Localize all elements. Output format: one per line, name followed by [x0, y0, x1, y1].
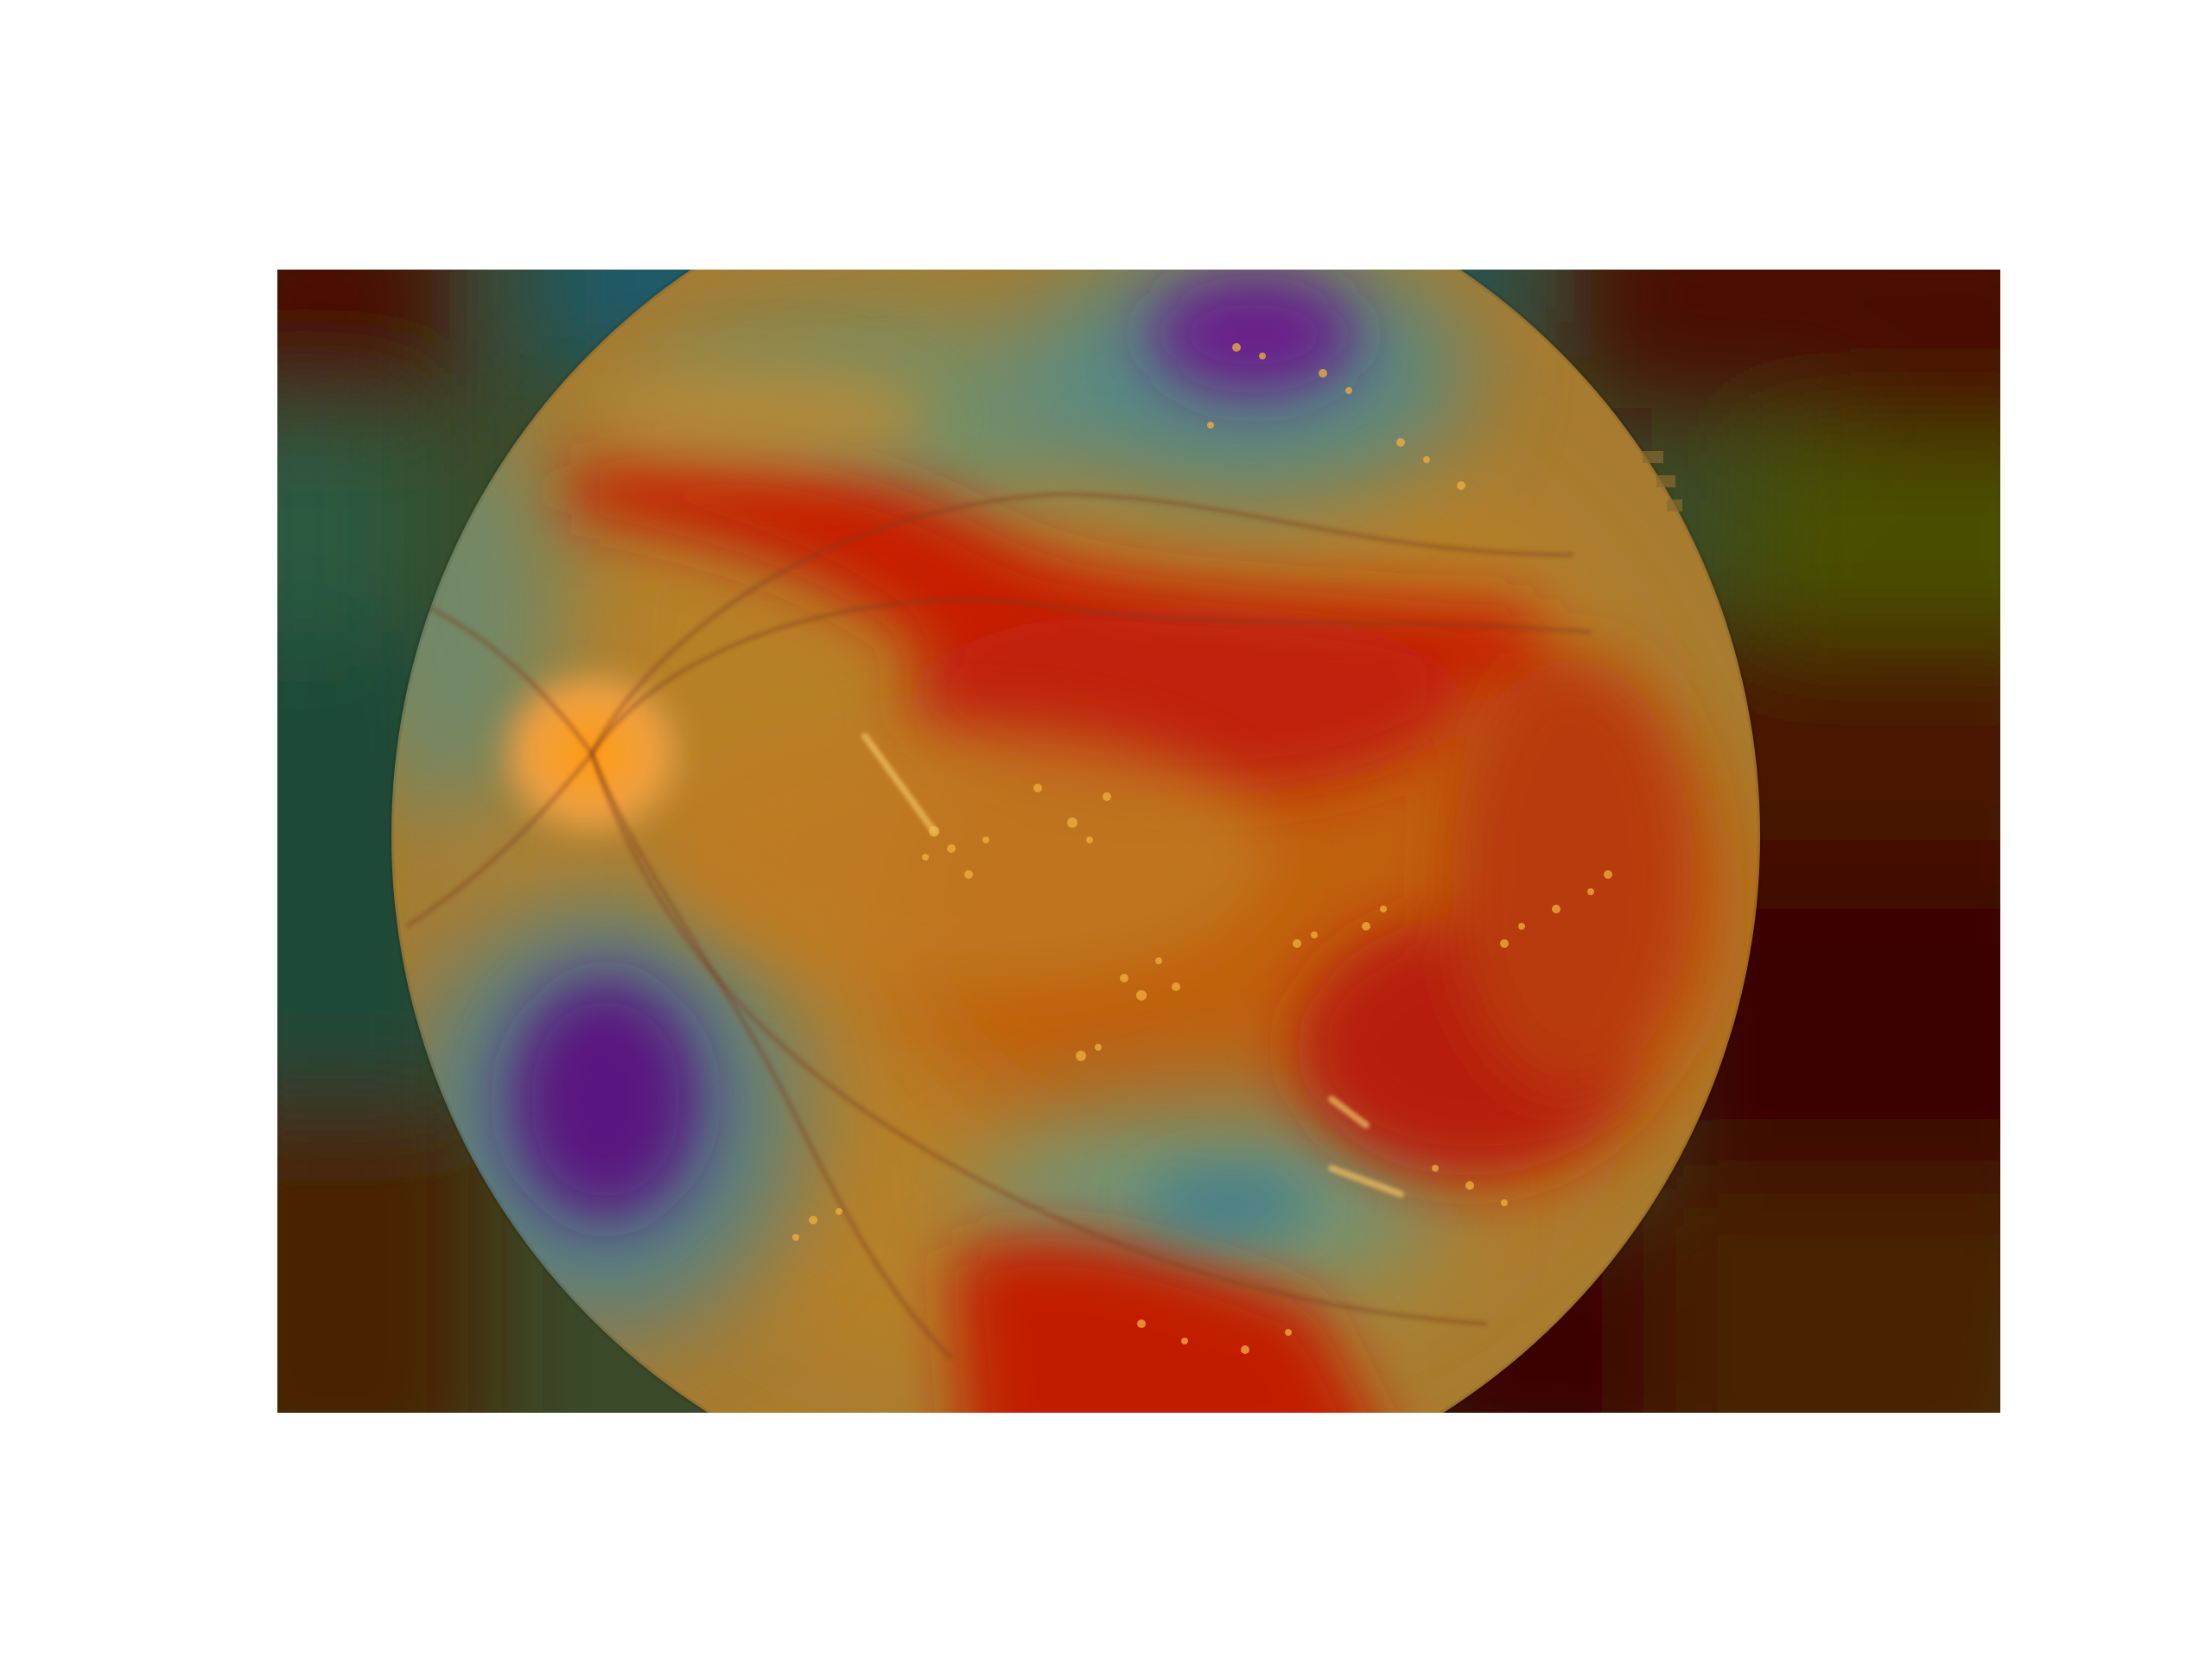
fundus-heatmap-svg: [277, 270, 2000, 1413]
heatmap-overlay-image: [277, 270, 2000, 1413]
exudate-spots: [792, 343, 1612, 1354]
fundus-rim: [389, 270, 1763, 1413]
fundus-edge-notch: [1643, 451, 1682, 512]
retinal-vessels: [405, 491, 1592, 1361]
low-activation-regions: [511, 274, 1357, 1233]
